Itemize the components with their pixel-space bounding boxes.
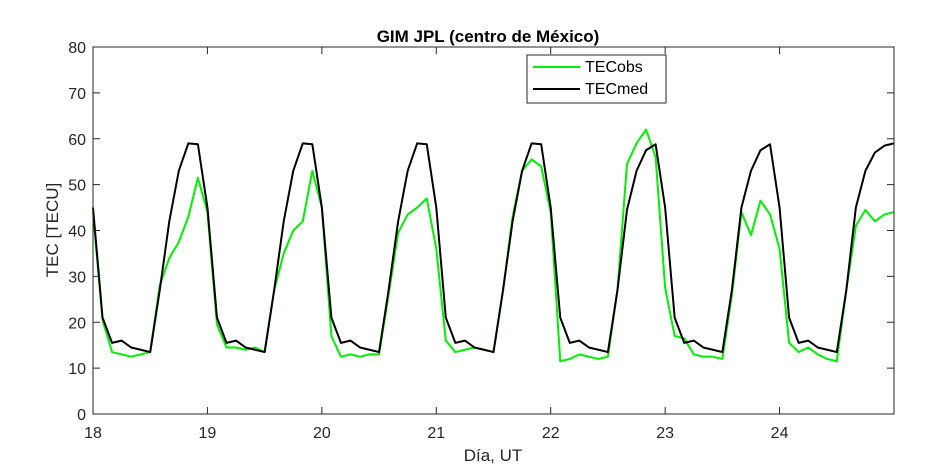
legend-label-tecobs: TECobs bbox=[585, 59, 643, 76]
x-tick-label: 18 bbox=[84, 425, 102, 442]
y-tick-label: 20 bbox=[68, 315, 86, 332]
y-tick-label: 30 bbox=[68, 269, 86, 286]
series-line-tecmed bbox=[92, 142, 895, 354]
ticks: 18 19 20 21 22 23 24 0 10 20 30 40 50 60 70 80 bbox=[68, 40, 894, 442]
y-tick-label: 60 bbox=[68, 132, 86, 149]
y-tick-label: 40 bbox=[68, 224, 86, 241]
x-tick-label: 23 bbox=[656, 425, 674, 442]
legend-label-tecmed: TECmed bbox=[585, 81, 648, 98]
y-tick-label: 70 bbox=[68, 86, 86, 103]
chart-title: GIM JPL (centro de México) bbox=[377, 27, 600, 46]
y-axis-label: TEC [TECU] bbox=[43, 183, 62, 277]
x-tick-label: 19 bbox=[199, 425, 217, 442]
legend-box bbox=[526, 54, 667, 104]
legend: TECobs TECmed bbox=[526, 54, 667, 104]
y-tick-label: 10 bbox=[68, 361, 86, 378]
y-tick-label: 0 bbox=[77, 407, 86, 424]
x-tick-label: 20 bbox=[313, 425, 331, 442]
y-tick-label: 50 bbox=[68, 178, 86, 195]
series-layer bbox=[92, 128, 895, 363]
x-tick-label: 21 bbox=[427, 425, 445, 442]
x-tick-label: 24 bbox=[771, 425, 789, 442]
x-axis-label: Día, UT bbox=[464, 446, 523, 465]
x-tick-label: 22 bbox=[542, 425, 560, 442]
y-tick-label: 80 bbox=[68, 40, 86, 57]
